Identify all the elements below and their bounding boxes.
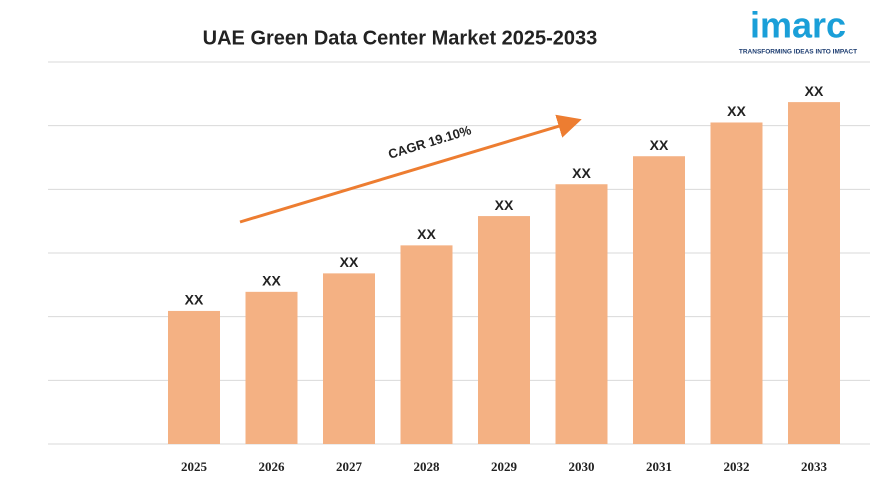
bar bbox=[710, 122, 763, 444]
value-label: XX bbox=[185, 292, 204, 308]
x-tick-label: 2026 bbox=[259, 459, 286, 474]
value-label: XX bbox=[262, 273, 281, 289]
logo-tagline: TRANSFORMING IDEAS INTO IMPACT bbox=[739, 49, 857, 56]
value-label: XX bbox=[340, 254, 359, 270]
value-label: XX bbox=[417, 226, 436, 242]
x-tick-label: 2025 bbox=[181, 459, 208, 474]
cagr-arrow bbox=[239, 114, 582, 224]
x-tick-label: 2028 bbox=[414, 459, 441, 474]
value-label: XX bbox=[805, 83, 824, 99]
bar bbox=[400, 245, 453, 444]
x-tick-label: 2030 bbox=[569, 459, 595, 474]
x-tick-label: 2029 bbox=[491, 459, 518, 474]
value-label: XX bbox=[572, 165, 591, 181]
bar bbox=[788, 102, 840, 445]
value-label: XX bbox=[727, 103, 746, 119]
bar bbox=[323, 273, 375, 444]
chart-title: UAE Green Data Center Market 2025-2033 bbox=[203, 27, 598, 49]
value-label: XX bbox=[495, 197, 514, 213]
value-label: XX bbox=[650, 137, 669, 153]
x-tick-label: 2031 bbox=[646, 459, 672, 474]
bar bbox=[245, 291, 298, 444]
bar bbox=[555, 184, 608, 445]
logo-name: imarc bbox=[750, 5, 846, 46]
x-tick-label: 2032 bbox=[724, 459, 750, 474]
x-tick-label: 2033 bbox=[801, 459, 828, 474]
bar bbox=[168, 310, 220, 444]
bar bbox=[478, 216, 530, 444]
bar bbox=[633, 156, 685, 444]
x-tick-label: 2027 bbox=[336, 459, 363, 474]
